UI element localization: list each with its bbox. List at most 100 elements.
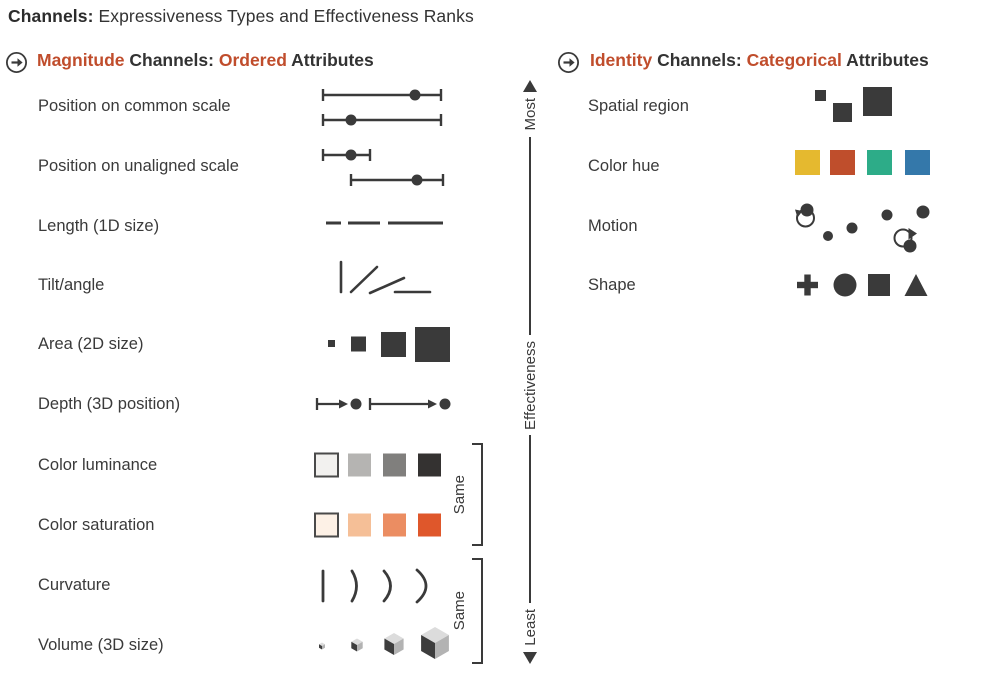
magnitude-channels-header: Magnitude Channels: Ordered Attributes	[37, 50, 374, 71]
depth-dot	[439, 398, 451, 410]
label-length: Length (1D size)	[38, 217, 160, 235]
same-bracket-label: Same	[448, 558, 470, 664]
axis-up-arrow-icon	[523, 80, 537, 92]
saturation-swatch	[314, 512, 339, 538]
ordered-word: Ordered	[218, 50, 287, 70]
square-shape	[868, 274, 890, 296]
arrowhead	[428, 399, 437, 409]
iso-cube	[319, 642, 325, 650]
glyph-color-luminance	[314, 452, 441, 478]
depth-dot	[350, 398, 362, 410]
axis-most-label: Most	[521, 98, 539, 131]
label-position-unaligned-scale: Position on unaligned scale	[38, 157, 239, 175]
axis-down-arrow-icon	[523, 652, 537, 664]
axis-line	[528, 136, 532, 335]
label-volume: Volume (3D size)	[38, 636, 164, 654]
hue-swatch-green	[867, 150, 892, 175]
range-dot	[345, 149, 357, 161]
glyph-color-saturation	[314, 512, 441, 538]
attributes-word: Attributes	[286, 50, 374, 70]
rotation-arrowhead	[908, 228, 917, 240]
rotation-arrowhead	[795, 209, 803, 218]
luminance-swatch	[418, 453, 441, 477]
range-dot	[409, 89, 421, 101]
identity-channels-header: Identity Channels: Categorical Attribute…	[590, 50, 929, 71]
axis-effectiveness-label: Effectiveness	[521, 340, 539, 430]
glyph-tilt-angle	[339, 260, 432, 295]
hue-swatch-red	[830, 150, 855, 175]
luminance-swatch	[383, 453, 406, 477]
categorical-word: Categorical	[746, 50, 842, 70]
arrow-right-circle-icon	[5, 51, 28, 74]
region-square	[863, 87, 892, 116]
iso-cube	[351, 638, 363, 652]
identity-word: Identity	[590, 50, 653, 70]
channels-word: Channels:	[124, 50, 219, 70]
effectiveness-axis: Most Effectiveness Least	[519, 80, 541, 664]
axis-line	[528, 435, 532, 604]
glyph-spatial-region	[815, 87, 892, 122]
motion-dot	[800, 203, 814, 217]
plus-shape	[797, 274, 818, 296]
glyph-position-unaligned-scale	[321, 149, 445, 186]
label-position-common-scale: Position on common scale	[38, 97, 231, 115]
figure-title-regular: Expressiveness Types and Effectiveness R…	[93, 6, 474, 26]
area-square	[351, 336, 366, 352]
motion-dot	[903, 239, 917, 253]
triangle-shape	[904, 274, 928, 296]
area-square	[415, 327, 450, 362]
channels-word: Channels:	[652, 50, 747, 70]
label-curvature: Curvature	[38, 576, 111, 594]
motion-dot	[916, 205, 930, 219]
arrowhead	[339, 399, 348, 409]
luminance-swatch	[314, 452, 339, 478]
iso-cube	[384, 633, 404, 655]
magnitude-word: Magnitude	[37, 50, 125, 70]
label-tilt-angle: Tilt/angle	[38, 276, 105, 294]
glyph-color-hue	[795, 150, 930, 175]
glyph-depth	[315, 398, 451, 410]
label-depth: Depth (3D position)	[38, 395, 181, 413]
saturation-swatch	[348, 513, 371, 537]
motion-dot	[823, 231, 833, 241]
motion-dot	[881, 209, 893, 221]
range-dot	[411, 174, 423, 186]
axis-least-label: Least	[521, 609, 539, 646]
saturation-swatch	[383, 513, 406, 537]
label-color-saturation: Color saturation	[38, 516, 155, 534]
glyph-motion	[795, 203, 930, 253]
same-bracket	[472, 443, 483, 546]
range-dot	[345, 114, 357, 126]
hue-swatch-yellow	[795, 150, 820, 175]
same-bracket-label: Same	[448, 443, 470, 546]
saturation-swatch	[418, 513, 441, 537]
luminance-swatch	[348, 453, 371, 477]
arrow-right-circle-icon	[557, 51, 580, 74]
same-text: Same	[450, 591, 468, 631]
circle-shape	[833, 273, 857, 297]
glyph-length	[326, 221, 443, 225]
glyph-position-common-scale	[321, 89, 443, 126]
glyph-volume	[319, 627, 449, 659]
area-square	[381, 332, 406, 357]
hue-swatch-blue	[905, 150, 930, 175]
label-area: Area (2D size)	[38, 335, 144, 353]
label-color-luminance: Color luminance	[38, 456, 158, 474]
figure-title-bold: Channels:	[8, 6, 94, 26]
label-shape: Shape	[588, 276, 636, 294]
iso-cube	[421, 627, 449, 659]
label-color-hue: Color hue	[588, 157, 660, 175]
region-square	[815, 90, 826, 101]
rotation-arc	[893, 228, 913, 248]
attributes-word: Attributes	[841, 50, 929, 70]
glyph-shape	[797, 273, 928, 297]
glyph-area	[328, 327, 450, 362]
area-square	[328, 340, 335, 347]
region-square	[833, 103, 852, 122]
figure-title: Channels: Expressiveness Types and Effec…	[8, 6, 474, 27]
same-bracket	[472, 558, 483, 664]
glyph-curvature	[321, 568, 428, 604]
same-text: Same	[450, 474, 468, 515]
label-spatial-region: Spatial region	[588, 97, 689, 115]
